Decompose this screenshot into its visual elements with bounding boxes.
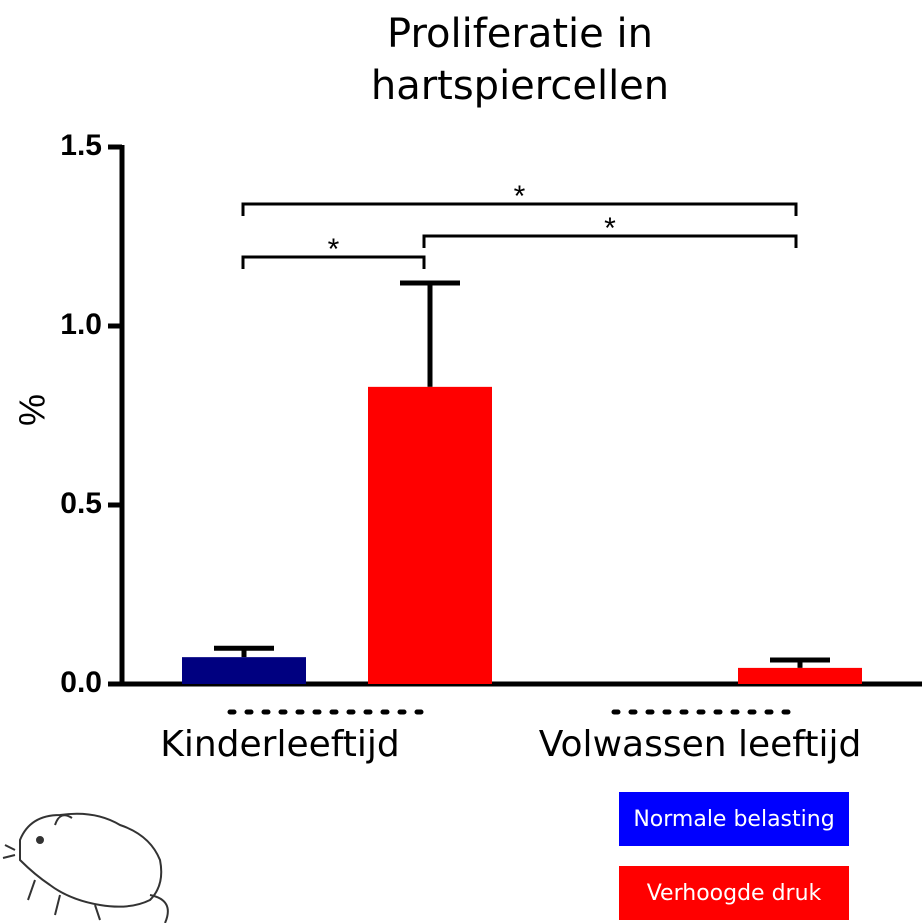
significance-star: * [328,233,340,266]
significance-bracket [422,234,798,248]
legend-label: Normale belasting [633,807,834,832]
significance-star: * [604,212,616,245]
y-tick-label: 1.5 [60,129,102,162]
y-tick-label: 0.5 [60,487,102,520]
bar [182,657,306,684]
chart-title: Proliferatie in hartspiercellen [370,11,670,109]
legend-label: Verhoogde druk [647,881,822,906]
y-tick-label: 1.0 [60,308,102,341]
legend-swatch [619,866,849,920]
significance-bracket [241,202,798,216]
mouse-sketch [2,812,169,923]
y-axis-label: % [12,394,53,426]
y-tick-label: 0.0 [60,666,102,699]
significance-star: * [514,180,526,213]
significance-bracket [241,255,426,269]
x-tick-label: Kinderleeftijd [160,724,400,765]
bar [368,386,492,684]
legend-swatch [619,792,849,846]
bar [738,667,862,684]
x-tick-label: Volwassen leeftijd [539,724,862,765]
